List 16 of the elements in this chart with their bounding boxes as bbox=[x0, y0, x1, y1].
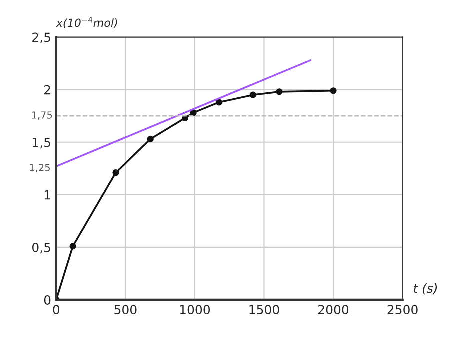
ref-line-label: 1,75 bbox=[32, 112, 52, 120]
x-tick-label: 0 bbox=[53, 305, 60, 315]
annotation: 1,25 bbox=[30, 164, 50, 172]
y-tick-label: 2 bbox=[44, 85, 50, 95]
x-tick-label: 2000 bbox=[318, 305, 349, 315]
x-tick-label: 1500 bbox=[250, 305, 280, 315]
y-tick-label: 0,5 bbox=[32, 242, 50, 254]
x-axis-title: t (s) bbox=[414, 283, 438, 295]
x-tick-label: 500 bbox=[114, 305, 137, 315]
y-tick-label: 2,5 bbox=[32, 32, 50, 44]
y-tick-label: 1,5 bbox=[33, 138, 50, 149]
x-tick-label: 2500 bbox=[388, 305, 418, 315]
y-tick-label: 0 bbox=[44, 295, 51, 305]
y-tick-label: 1 bbox=[44, 190, 50, 200]
y-axis-title: x(10$^{−4}$mol) bbox=[56, 17, 118, 28]
x-tick-label: 1000 bbox=[180, 305, 210, 315]
